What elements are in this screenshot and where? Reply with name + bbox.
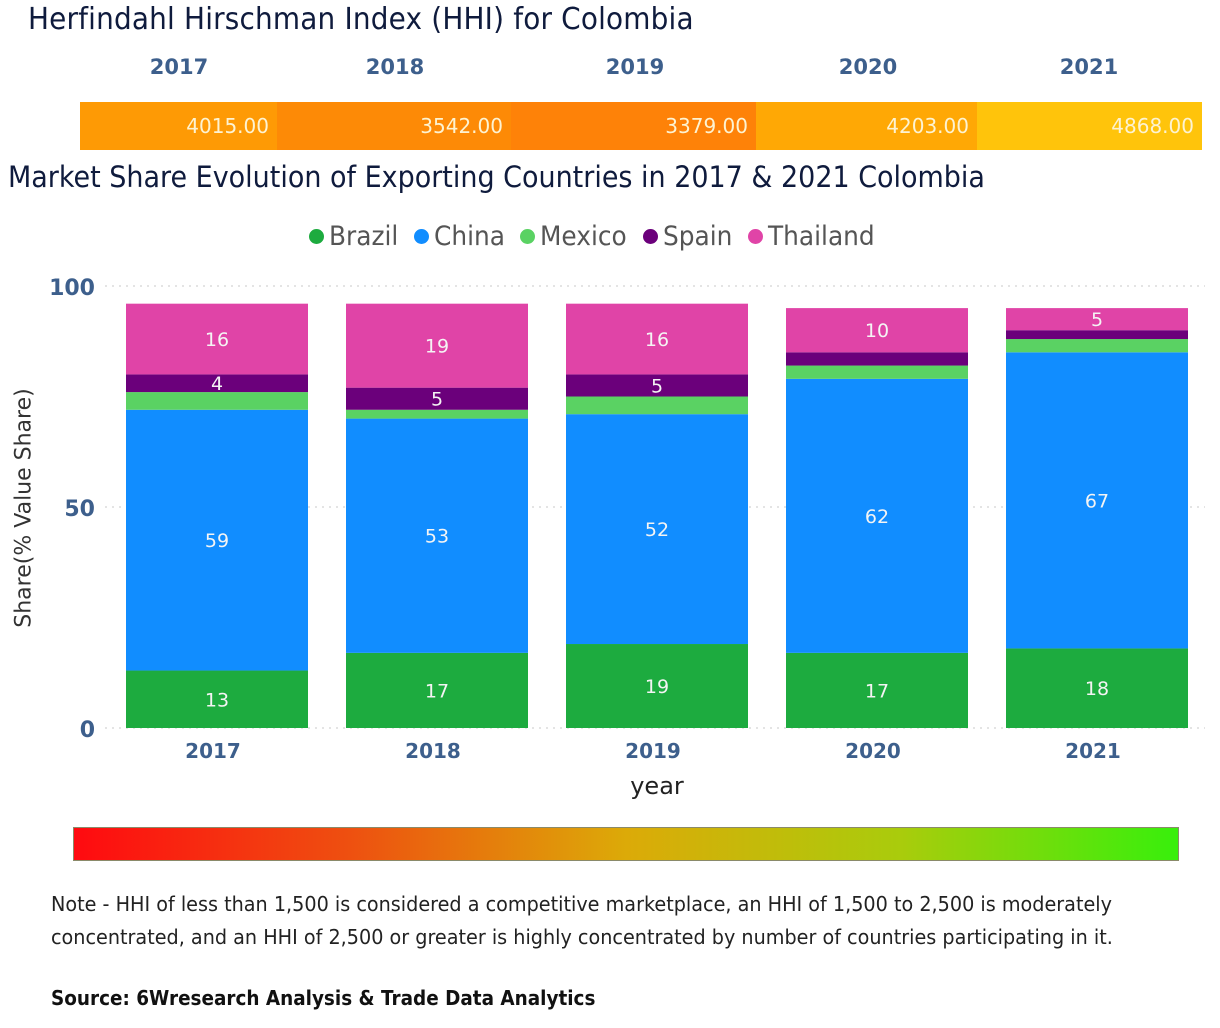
x-tick-label: 2017 [185,739,241,763]
bar-segment-brazil-2017[interactable] [126,670,308,728]
hhi-year-header: 2021 [1059,55,1119,79]
legend-marker-icon [309,229,325,244]
data-label: 53 [425,526,449,548]
bar-segment-spain-2021[interactable] [1006,330,1188,340]
data-label: 10 [865,320,889,342]
bar-segment-china-2021[interactable] [1006,352,1188,649]
bar-segment-china-2020[interactable] [786,378,968,653]
bar-segment-mexico-2020[interactable] [786,365,968,379]
bar-segment-mexico-2019[interactable] [566,396,748,415]
legend-label: Mexico [539,221,627,252]
hhi-title: Herfindahl Hirschman Index (HHI) for Col… [28,2,694,37]
data-label: 13 [205,689,229,711]
legend-item-spain[interactable]: Spain [643,221,738,252]
bar-segment-china-2019[interactable] [566,414,748,645]
bar-segment-mexico-2018[interactable] [346,409,528,419]
bar-segment-china-2017[interactable] [126,409,308,671]
y-tick-label: 100 [49,276,95,301]
bar-segment-spain-2019[interactable] [566,374,748,397]
chart-title: Market Share Evolution of Exporting Coun… [8,160,985,194]
data-label: 67 [1085,490,1109,512]
legend-item-thailand[interactable]: Thailand [747,221,884,252]
legend-item-mexico[interactable]: Mexico [519,221,634,252]
bar-segment-china-2018[interactable] [346,418,528,653]
legend-marker-icon [643,229,659,244]
legend-label: Brazil [329,221,399,252]
hhi-cell-2019: 3379.00 [511,102,756,150]
data-label: 16 [205,329,229,351]
x-tick-label: 2020 [845,739,901,763]
hhi-cell-2021: 4868.00 [977,102,1202,150]
source-text: Source: 6Wresearch Analysis & Trade Data… [51,986,596,1010]
data-label: 59 [205,530,229,552]
data-label: 17 [865,680,889,702]
data-label: 5 [651,375,663,397]
data-label: 17 [425,680,449,702]
bar-segment-mexico-2017[interactable] [126,392,308,410]
data-label: 5 [1091,309,1103,331]
y-tick-label: 50 [64,497,95,522]
data-label: 62 [865,506,889,528]
bar-segment-thailand-2017[interactable] [126,303,308,375]
chart-legend: Brazil China Mexico Spain Thailand [0,221,1220,252]
x-tick-label: 2019 [625,739,681,763]
legend-label: Spain [663,221,733,252]
bar-segment-spain-2020[interactable] [786,352,968,366]
data-label: 16 [645,329,669,351]
hhi-cell-2020: 4203.00 [756,102,977,150]
bar-segment-thailand-2018[interactable] [346,303,528,388]
stacked-bar-chart: 0 50 100 13 59 4 16 2017 17 53 5 19 2018 19 52 5 16 2019 1… [49,276,1205,763]
legend-marker-icon [519,229,535,244]
data-label: 18 [1085,678,1109,700]
hhi-color-scale [73,827,1179,861]
x-tick-label: 2021 [1065,739,1121,763]
hhi-year-header: 2019 [605,55,665,79]
legend-item-brazil[interactable]: Brazil [309,221,404,252]
bar-segment-thailand-2020[interactable] [786,308,968,353]
bar-segment-mexico-2021[interactable] [1006,339,1188,353]
hhi-year-header: 2018 [365,55,425,79]
x-tick-label: 2018 [405,739,461,763]
y-tick-label: 0 [80,718,95,743]
legend-marker-icon [747,229,763,244]
data-label: 19 [645,676,669,698]
bar-segment-brazil-2018[interactable] [346,652,528,728]
data-label: 19 [425,336,449,358]
hhi-cell-2017: 4015.00 [80,102,277,150]
bar-segment-brazil-2019[interactable] [566,644,748,728]
legend-item-china[interactable]: China [413,221,511,252]
hhi-cell-2018: 3542.00 [277,102,511,150]
footnote: Note - HHI of less than 1,500 is conside… [51,892,1113,949]
data-label: 52 [645,519,669,541]
legend-label: Thailand [767,221,875,252]
bar-segment-thailand-2019[interactable] [566,303,748,375]
data-label: 5 [431,389,443,411]
legend-marker-icon [413,229,429,244]
bar-segment-spain-2017[interactable] [126,374,308,393]
hhi-year-header: 2020 [838,55,898,79]
bar-segment-brazil-2021[interactable] [1006,648,1188,728]
bar-segment-brazil-2020[interactable] [786,652,968,728]
hhi-value-bar: 4015.00 3542.00 3379.00 4203.00 4868.00 [80,102,1202,150]
x-axis-label: year [630,772,684,800]
hhi-year-header: 2017 [149,55,209,79]
data-label: 4 [211,373,223,395]
hhi-year-headers: 2017 2018 2019 2020 2021 [80,55,1202,85]
legend-label: China [433,221,505,252]
bar-segment-thailand-2021[interactable] [1006,308,1188,331]
bar-segment-spain-2018[interactable] [346,387,528,410]
